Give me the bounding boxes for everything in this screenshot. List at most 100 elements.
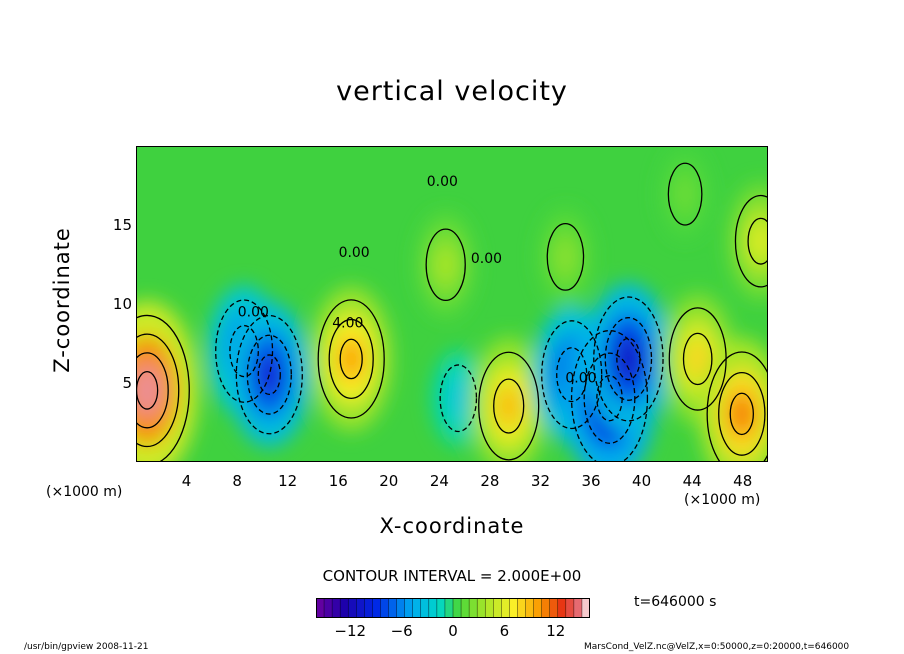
field-cell-0: [137, 363, 163, 418]
contour-line-9-1: [682, 332, 713, 386]
contour-line-0-2: [137, 352, 169, 429]
footer-left: /usr/bin/gpview 2008-11-21: [24, 642, 149, 652]
colorbar-segment: [436, 598, 446, 618]
field-cell-12: [557, 242, 574, 272]
y-tick-label: 5: [122, 374, 132, 392]
x-tick-label: 32: [530, 472, 551, 490]
contour-line-10-3: [706, 351, 767, 461]
colorbar-border: [316, 598, 590, 618]
field-cell-10: [729, 391, 755, 437]
x-unit-label-left: (×1000 m): [46, 484, 123, 500]
x-tick-label: 44: [682, 472, 702, 490]
x-tick-label: 4: [181, 472, 192, 490]
contour-line-13-1: [667, 162, 703, 226]
x-tick-label: 48: [733, 472, 753, 490]
colorbar: [316, 598, 590, 618]
y-axis-label: Z-coordinate: [50, 227, 74, 373]
colorbar-segment: [461, 598, 470, 618]
contour-line-8-2: [604, 317, 653, 401]
colorbar-tick-label: 12: [546, 622, 566, 640]
colorbar-segment: [348, 598, 357, 618]
colorbar-segment: [396, 598, 406, 618]
contour-line-10-1: [729, 392, 754, 436]
colorbar-segment: [469, 598, 478, 618]
colorbar-segment: [581, 598, 590, 618]
colorbar-segment: [477, 598, 486, 618]
contour-label-5: 0.00: [565, 371, 596, 387]
contour-line-3-1: [339, 338, 363, 380]
field-cell-5: [497, 385, 521, 427]
footer-right: MarsCond_VelZ.nc@VelZ,x=0:50000,z=0:2000…: [584, 642, 850, 652]
contour-line-3-3: [317, 299, 385, 419]
colorbar-segment: [557, 598, 567, 618]
colorbar-segment: [453, 598, 462, 618]
field-cell-8: [615, 336, 642, 382]
colorbar-tick-label: −6: [390, 622, 413, 640]
colorbar-segment: [364, 598, 373, 618]
contour-label-4: 0.00: [471, 251, 502, 267]
x-tick-label: 12: [278, 472, 298, 490]
contour-line-2-3: [235, 314, 303, 435]
contour-label-3: 4.00: [332, 316, 363, 332]
contour-label-1: 0.00: [339, 245, 370, 261]
colorbar-segment: [372, 598, 381, 618]
x-unit-label-right: (×1000 m): [684, 492, 761, 508]
plot-area: 0.00 0.00 0.00 4.00 0.00 0.00: [136, 146, 768, 462]
contour-line-2-2: [246, 334, 292, 415]
colorbar-tick-label: 6: [499, 622, 510, 640]
x-tick-label: 24: [429, 472, 449, 490]
x-tick-label: 28: [480, 472, 500, 490]
contour-line-2-1: [257, 354, 281, 395]
velocity-field: 0.00 0.00 0.00 4.00 0.00 0.00: [137, 147, 767, 461]
field-cell-9: [686, 339, 709, 379]
field-cell-13: [677, 180, 693, 208]
colorbar-segment: [340, 598, 349, 618]
time-label: t=646000 s: [634, 594, 717, 610]
colorbar-segment: [517, 598, 526, 618]
contour-line-14-1: [747, 217, 767, 265]
x-axis-label: X-coordinate: [379, 514, 525, 538]
colorbar-segment: [485, 598, 494, 618]
field-cell-4: [450, 383, 467, 413]
contour-interval-label: CONTOUR INTERVAL = 2.000E+00: [322, 567, 582, 585]
colorbar-tick-label: 0: [448, 622, 458, 640]
contour-line-1-1: [229, 324, 259, 378]
x-tick-label: 20: [379, 472, 399, 490]
colorbar-segment: [412, 598, 422, 618]
contour-line-12-1: [546, 222, 585, 291]
contour-line-5-2: [478, 351, 540, 461]
contour-line-8-3: [593, 296, 664, 422]
field-cell-14: [751, 223, 767, 259]
colorbar-segment: [388, 598, 397, 618]
colorbar-segment: [509, 598, 518, 618]
contour-label-2: 0.00: [238, 305, 269, 321]
colorbar-segment: [444, 598, 454, 618]
y-tick-label: 15: [112, 216, 132, 234]
colorbar-segment: [533, 598, 543, 618]
colorbar-segment: [573, 598, 583, 618]
contour-line-1-2: [215, 299, 274, 403]
colorbar-segment: [316, 598, 325, 618]
contour-line-5-1: [493, 378, 525, 434]
contour-line-0-1: [137, 370, 159, 410]
colorbar-segment: [493, 598, 502, 618]
colorbar-tick-label: −12: [334, 622, 367, 640]
x-tick-label: 8: [232, 472, 242, 490]
field-cell-11: [437, 249, 455, 281]
contour-line-0-4: [137, 314, 190, 461]
colorbar-segment: [565, 598, 575, 618]
colorbar-segment: [541, 598, 551, 618]
contour-label-0: 0.00: [427, 174, 458, 190]
contour-line-8-1: [616, 337, 641, 381]
colorbar-segment: [356, 598, 365, 618]
contour-line-0-3: [137, 333, 180, 448]
colorbar-segment: [332, 598, 341, 618]
contour-line-7-3: [570, 330, 649, 461]
contour-line-4-1: [439, 364, 478, 433]
contour-line-14-2: [734, 194, 767, 288]
field-cell-2: [257, 352, 282, 397]
x-tick-label: 40: [632, 472, 652, 490]
contour-line-10-2: [718, 371, 766, 456]
field-cell-3: [339, 337, 364, 381]
colorbar-segment: [404, 598, 414, 618]
